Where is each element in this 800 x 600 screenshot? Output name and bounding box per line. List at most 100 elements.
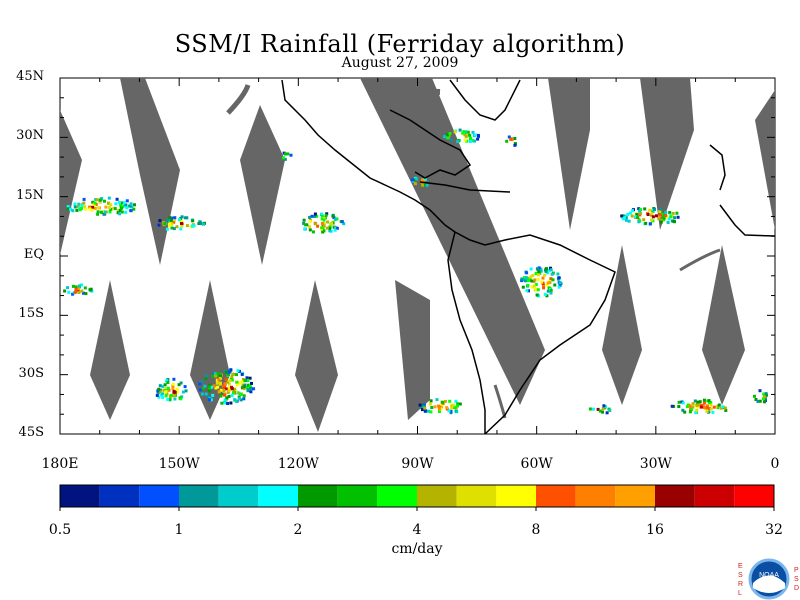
rain-cell	[74, 287, 78, 291]
rain-cell	[324, 213, 328, 217]
rain-cell	[532, 284, 536, 288]
rain-cell	[468, 133, 472, 137]
rain-cell	[525, 289, 529, 293]
rain-cell	[192, 224, 196, 228]
rain-cell	[234, 390, 238, 393]
rain-cell	[281, 156, 285, 160]
rain-cell	[662, 218, 666, 222]
rain-cell	[201, 386, 205, 390]
rain-cell	[638, 209, 641, 213]
rain-cell	[129, 202, 133, 206]
rain-cell	[245, 376, 249, 380]
swath-gap	[120, 78, 180, 265]
rain-cell	[130, 205, 134, 209]
rain-cell	[117, 200, 121, 204]
rain-cell	[335, 226, 339, 230]
rain-cell	[71, 284, 75, 288]
rain-cell	[449, 138, 453, 142]
rain-cell	[93, 206, 97, 210]
rain-cell	[471, 130, 475, 134]
rain-cell	[83, 286, 87, 290]
colorbar-segment	[337, 485, 378, 507]
rain-cell	[557, 285, 561, 289]
rain-cell	[694, 411, 698, 415]
rain-cell	[754, 398, 758, 401]
rain-cell	[648, 208, 652, 212]
colorbar-tick-label: 2	[293, 522, 303, 538]
rain-cell	[639, 211, 643, 215]
rain-cell	[116, 209, 120, 213]
rain-cell	[233, 387, 237, 391]
rain-cell	[250, 381, 253, 385]
rain-cell	[198, 388, 202, 392]
rain-cell	[476, 137, 480, 141]
rain-cell	[456, 404, 459, 408]
rain-cell	[89, 287, 93, 291]
swath-gap	[60, 110, 82, 255]
rain-cell	[429, 399, 433, 403]
rain-cell	[204, 376, 208, 380]
colorbar-segment	[298, 485, 338, 507]
rain-cell	[658, 213, 662, 217]
rain-cell	[224, 377, 228, 381]
colorbar-tick-label: 8	[531, 522, 541, 538]
rain-cell	[166, 218, 170, 222]
rain-cell	[172, 220, 176, 224]
rain-cell	[659, 220, 663, 224]
rain-cell	[166, 381, 170, 384]
rain-cell	[313, 214, 317, 218]
rain-cell	[671, 212, 675, 215]
logo-letter: L	[738, 590, 742, 597]
rain-cell	[227, 386, 231, 390]
rain-cell	[125, 206, 129, 210]
rain-cell	[118, 212, 122, 216]
rain-cell	[706, 404, 709, 408]
rain-cell	[199, 222, 203, 226]
rain-cell	[712, 405, 716, 409]
rain-cell	[428, 402, 432, 406]
rain-cell	[670, 404, 674, 408]
swath-arc	[679, 248, 721, 272]
rain-cell	[429, 410, 433, 414]
rain-cell	[100, 197, 104, 200]
rain-cell	[202, 222, 205, 226]
rain-cell	[543, 292, 547, 296]
rain-cell	[691, 402, 695, 406]
rain-cell	[213, 372, 217, 376]
rain-cell	[97, 206, 101, 210]
colorbar-tick-label: 0.5	[48, 522, 72, 538]
swath-gap	[702, 245, 745, 405]
rain-cell	[66, 207, 70, 211]
rain-cell	[602, 404, 606, 408]
rain-cell	[107, 196, 111, 200]
colorbar-tick-label: 32	[765, 522, 783, 538]
rain-cell	[677, 400, 681, 404]
rain-cell	[509, 137, 513, 141]
rain-cell	[322, 222, 326, 225]
rain-cell	[653, 207, 656, 211]
rain-cell	[207, 398, 211, 402]
rain-cell	[180, 220, 184, 224]
rain-cell	[322, 229, 326, 233]
rain-cell	[171, 384, 175, 388]
rain-cell	[651, 215, 655, 219]
rain-cell	[627, 219, 631, 223]
rain-cell	[430, 406, 434, 409]
rain-cell	[233, 398, 237, 402]
rain-cell	[676, 215, 680, 219]
rain-cell	[163, 222, 167, 226]
rain-cell	[525, 271, 529, 275]
rain-cell	[108, 210, 112, 214]
latitude-label: 30S	[18, 365, 44, 381]
rain-cell	[120, 210, 124, 214]
rain-cell	[545, 283, 549, 287]
rain-cell	[166, 386, 170, 390]
rain-cell	[721, 405, 725, 409]
rain-cell	[80, 204, 84, 208]
rain-cell	[77, 291, 81, 294]
rain-cell	[462, 130, 466, 134]
rain-cell	[330, 222, 334, 226]
colorbar-tick-label: 1	[174, 522, 184, 538]
rain-cell	[74, 285, 78, 289]
rain-cell	[523, 279, 527, 283]
